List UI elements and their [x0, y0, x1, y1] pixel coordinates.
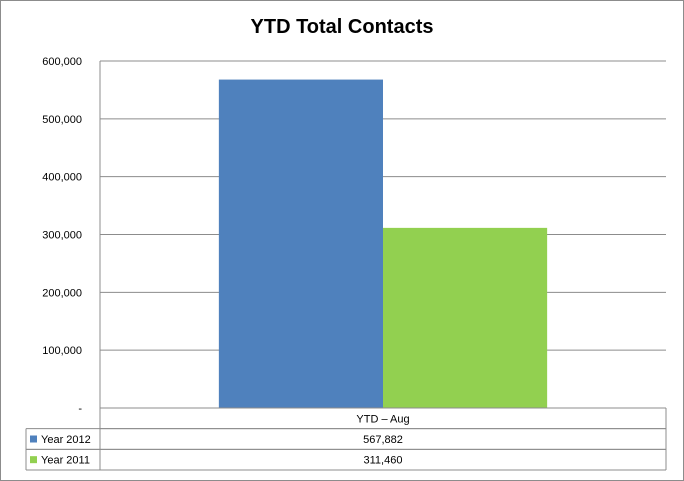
y-tick-label: 100,000 [42, 345, 82, 357]
data-label: 311,460 [364, 455, 403, 467]
legend-swatch [30, 456, 37, 464]
bar-year-2011 [383, 227, 548, 408]
x-tick-label: YTD – Aug [356, 413, 409, 425]
legend-entry: Year 2012 [41, 434, 91, 446]
chart-title: YTD Total Contacts [250, 16, 434, 38]
y-tick-label: 500,000 [42, 114, 82, 126]
y-tick-label: 600,000 [42, 56, 82, 68]
legend-swatch [30, 435, 37, 443]
data-label: 567,882 [363, 434, 403, 446]
y-tick-label: - [78, 403, 82, 415]
y-tick-label: 200,000 [42, 287, 82, 299]
y-tick-label: 300,000 [42, 230, 82, 242]
bar-year-2012 [218, 79, 383, 408]
y-tick-label: 400,000 [42, 172, 82, 184]
legend-entry: Year 2011 [41, 455, 90, 467]
